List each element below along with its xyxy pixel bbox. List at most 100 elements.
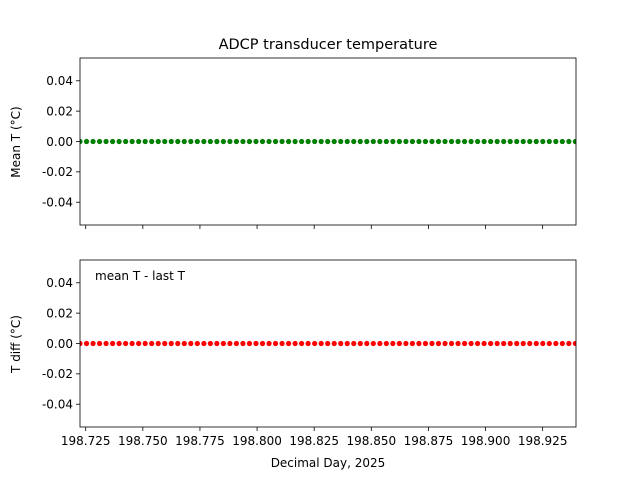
- data-point: [80, 138, 83, 145]
- data-point: [429, 138, 435, 145]
- data-point: [220, 138, 226, 145]
- data-point: [442, 138, 448, 145]
- data-point: [272, 340, 279, 347]
- y-tick-label: 0.02: [46, 104, 73, 118]
- data-point: [103, 340, 109, 347]
- data-point: [475, 138, 481, 145]
- data-point: [149, 138, 155, 145]
- y-tick-label: -0.04: [42, 196, 73, 210]
- data-point: [455, 340, 461, 347]
- data-point: [403, 340, 409, 347]
- data-point: [422, 138, 429, 145]
- data-point: [103, 138, 109, 145]
- data-point: [253, 340, 259, 347]
- data-point: [136, 138, 142, 145]
- data-point: [83, 340, 90, 347]
- data-point: [416, 340, 422, 347]
- data-point: [318, 138, 324, 145]
- data-point: [338, 138, 344, 145]
- chart-title: ADCP transducer temperature: [219, 37, 438, 53]
- data-point: [325, 340, 331, 347]
- data-point: [253, 138, 259, 145]
- data-point: [116, 138, 122, 145]
- data-point: [481, 340, 487, 347]
- data-point: [429, 340, 435, 347]
- data-point: [416, 138, 422, 145]
- data-point: [435, 138, 442, 145]
- data-point: [331, 138, 337, 145]
- data-point: [227, 340, 233, 347]
- data-point: [488, 340, 494, 347]
- data-point: [540, 340, 546, 347]
- data-point: [533, 340, 539, 347]
- data-point: [188, 138, 194, 145]
- data-point: [80, 340, 83, 347]
- data-point: [331, 340, 337, 347]
- data-point: [566, 138, 572, 145]
- x-tick-label: 198.850: [346, 434, 396, 448]
- plot-area-frame: [79, 259, 577, 428]
- data-point: [494, 340, 500, 347]
- data-point: [259, 138, 266, 145]
- data-point: [188, 340, 194, 347]
- x-tick-label: 198.825: [289, 434, 339, 448]
- data-point: [351, 138, 357, 145]
- data-point: [292, 138, 298, 145]
- data-point: [546, 138, 552, 145]
- y-tick-label: 0.04: [46, 276, 73, 290]
- data-point: [540, 138, 546, 145]
- data-point: [533, 138, 539, 145]
- panel-mean-temperature: ADCP transducer temperature Mean T (°C) …: [9, 37, 577, 229]
- data-point: [246, 138, 253, 145]
- data-point: [481, 138, 487, 145]
- y-tick-label: -0.02: [42, 367, 73, 381]
- data-point: [181, 138, 187, 145]
- data-point: [501, 340, 507, 347]
- x-axis-label: Decimal Day, 2025: [271, 456, 386, 470]
- data-point: [461, 340, 468, 347]
- data-point: [227, 138, 233, 145]
- data-point: [344, 138, 350, 145]
- data-point: [488, 138, 494, 145]
- data-point: [546, 340, 552, 347]
- data-point: [370, 340, 376, 347]
- data-point: [370, 138, 376, 145]
- data-point: [566, 340, 572, 347]
- data-point: [175, 340, 181, 347]
- data-point: [142, 138, 148, 145]
- data-point: [507, 138, 513, 145]
- data-point: [501, 138, 507, 145]
- data-point: [305, 340, 311, 347]
- data-point: [442, 340, 448, 347]
- data-point: [494, 138, 500, 145]
- panel-temperature-difference: T diff (°C) mean T - last T Decimal Day,…: [9, 259, 577, 470]
- data-point: [83, 138, 90, 145]
- x-tick-label: 198.775: [175, 434, 225, 448]
- data-point: [461, 138, 468, 145]
- data-point: [194, 340, 200, 347]
- data-point: [109, 138, 116, 145]
- data-point: [364, 138, 370, 145]
- data-point: [514, 138, 520, 145]
- data-point: [448, 138, 455, 145]
- data-point: [292, 340, 298, 347]
- data-point: [553, 138, 559, 145]
- y-tick-label: -0.04: [42, 398, 73, 412]
- data-point: [201, 138, 207, 145]
- y-axis-label-top: Mean T (°C): [9, 106, 23, 177]
- data-point: [527, 138, 533, 145]
- data-point: [109, 340, 116, 347]
- panel-annotation: mean T - last T: [95, 269, 186, 283]
- x-tick-label: 198.725: [61, 434, 111, 448]
- data-point: [155, 340, 161, 347]
- data-point: [207, 340, 213, 347]
- y-tick-label: 0.00: [46, 135, 73, 149]
- data-point: [572, 340, 576, 347]
- y-tick-label: 0.00: [46, 337, 73, 351]
- data-point: [409, 340, 416, 347]
- data-point: [396, 340, 402, 347]
- data-point: [96, 138, 103, 145]
- data-point: [279, 138, 285, 145]
